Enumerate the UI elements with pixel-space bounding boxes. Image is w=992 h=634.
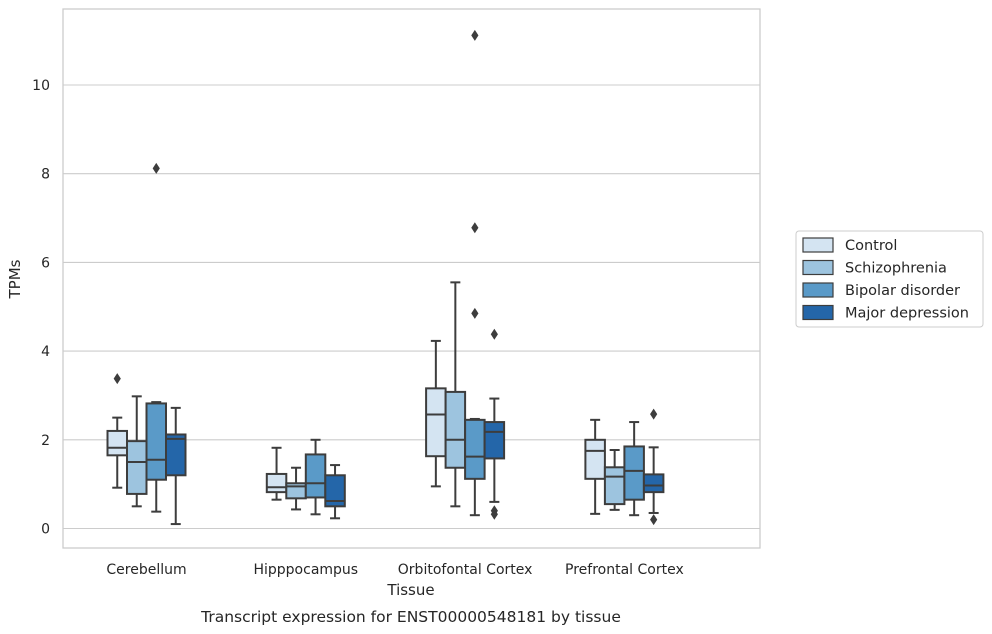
box-cerebellum-major-depression [165, 406, 187, 526]
box-orbitofontal-cortex-bipolar-disorder [464, 29, 486, 517]
outlier-point [471, 222, 479, 234]
box-prefrontal-cortex-control [584, 418, 606, 515]
outlier-point [490, 508, 498, 520]
box-cerebellum-control [106, 373, 128, 489]
box-hipppocampus-major-depression [324, 464, 346, 520]
series-schizophrenia [126, 281, 626, 511]
box-iqr [444, 390, 467, 469]
box-orbitofontal-cortex-control [425, 339, 447, 488]
y-tick-label: 0 [41, 522, 50, 538]
x-axis-ticks: Cerebellum Hipppocampus Orbitofontal Corte… [106, 562, 683, 578]
outlier-point [152, 162, 160, 174]
chart-caption: Transcript expression for ENST0000054818… [200, 608, 621, 626]
box-iqr [324, 474, 346, 508]
box-iqr [106, 429, 128, 457]
y-tick-label: 8 [41, 167, 50, 183]
legend-swatch [802, 304, 834, 321]
box-iqr [425, 387, 447, 458]
legend-label: Major depression [845, 306, 969, 322]
y-axis-ticks: 0 2 4 6 8 10 [32, 78, 50, 538]
legend-item-schizophrenia: Schizophrenia [802, 259, 947, 277]
x-tick-label-orbitofontal-cortex: Orbitofontal Cortex [398, 562, 533, 578]
plot-frame [62, 8, 761, 549]
legend-swatch [802, 237, 834, 253]
box-iqr [165, 433, 187, 477]
box-hipppocampus-schizophrenia [285, 466, 307, 511]
y-axis-title: TPMs [6, 259, 24, 299]
legend-swatch [802, 259, 834, 276]
box-orbitofontal-cortex-schizophrenia [444, 281, 467, 508]
outlier-point [650, 408, 658, 420]
box-iqr [265, 472, 288, 494]
box-prefrontal-cortex-bipolar-disorder [623, 421, 645, 517]
x-tick-label-hipppocampus: Hipppocampus [253, 562, 358, 578]
series-bipolar-disorder [145, 29, 645, 517]
box-iqr [642, 473, 665, 494]
legend-label: Control [845, 238, 897, 254]
box-hipppocampus-bipolar-disorder [304, 438, 327, 516]
legend-frame [795, 230, 984, 328]
legend-items: Control Schizophrenia Bipolar disorder Majo… [802, 237, 969, 322]
box-iqr [145, 402, 167, 481]
y-tick-label: 6 [41, 255, 50, 271]
box-prefrontal-cortex-schizophrenia [603, 449, 626, 511]
box-cerebellum-schizophrenia [126, 395, 148, 508]
box-iqr [464, 418, 486, 480]
outlier-point [471, 307, 479, 319]
x-tick-label-cerebellum: Cerebellum [106, 562, 186, 578]
box-plot-series [106, 29, 665, 526]
box-prefrontal-cortex-major-depression [642, 408, 665, 526]
legend-swatch [802, 282, 834, 298]
legend-label: Schizophrenia [845, 261, 947, 277]
y-tick-label: 2 [41, 433, 50, 449]
outlier-point [490, 328, 498, 340]
legend-item-control: Control [802, 237, 897, 254]
outlier-point [471, 29, 479, 41]
outlier-point [113, 373, 121, 385]
box-iqr [126, 440, 148, 495]
box-iqr [483, 421, 506, 460]
x-tick-label-prefrontal-cortex: Prefrontal Cortex [565, 562, 684, 578]
legend-item-major-depression: Major depression [802, 304, 969, 322]
legend: Control Schizophrenia Bipolar disorder Majo… [795, 230, 984, 328]
legend-label: Bipolar disorder [845, 283, 960, 299]
box-iqr [623, 445, 645, 501]
box-iqr [603, 466, 626, 506]
y-tick-label: 4 [41, 344, 50, 360]
x-axis-title: Tissue [386, 581, 434, 599]
series-major-depression [165, 328, 665, 526]
y-tick-label: 10 [32, 78, 50, 94]
outlier-point [650, 514, 658, 526]
box-orbitofontal-cortex-major-depression [483, 328, 506, 520]
box-iqr [304, 453, 327, 499]
legend-item-bipolar-disorder: Bipolar disorder [802, 282, 960, 299]
box-cerebellum-bipolar-disorder [145, 162, 167, 513]
series-control [106, 339, 606, 515]
box-iqr [584, 438, 606, 480]
box-hipppocampus-control [265, 446, 288, 501]
